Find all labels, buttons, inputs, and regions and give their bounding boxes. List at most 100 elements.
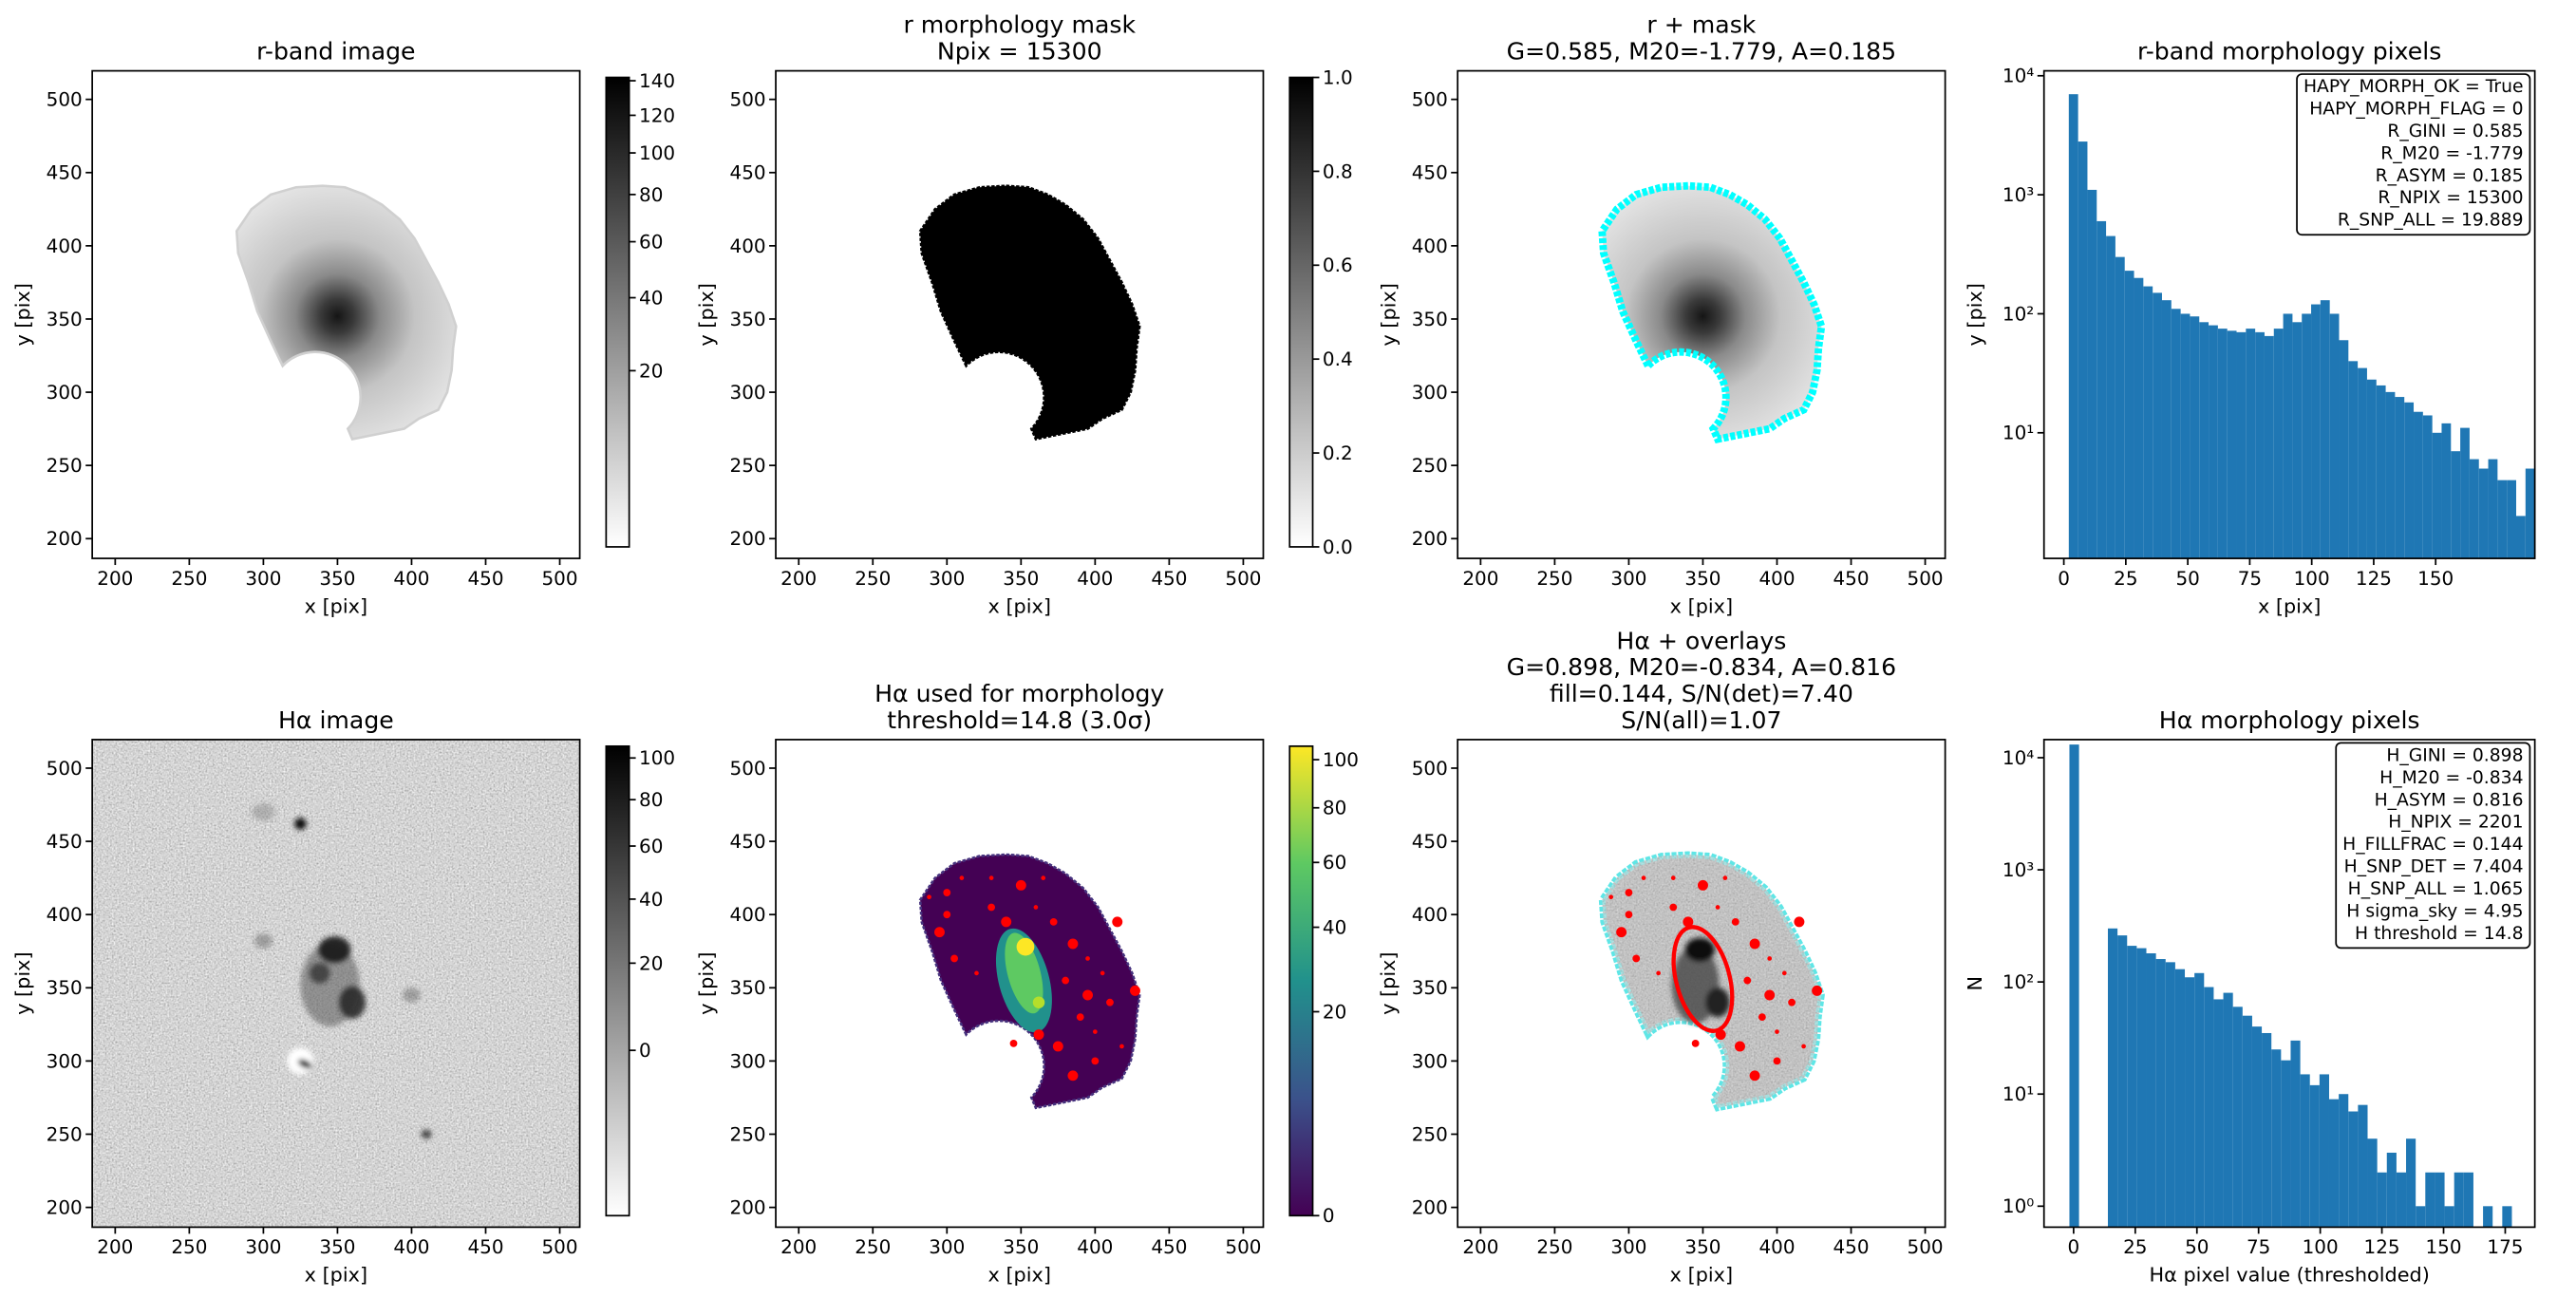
hist-bar <box>2190 316 2200 559</box>
detection-patch <box>1625 911 1633 919</box>
x-tick-label: 300 <box>929 1235 965 1258</box>
hist-bar <box>2463 1172 2473 1228</box>
y-tick-label: 450 <box>730 830 766 853</box>
hist-bar <box>2502 1206 2512 1228</box>
hist-bar <box>2386 1152 2397 1228</box>
hist-bar <box>2143 286 2153 559</box>
y-axis-label: y [pix] <box>1377 951 1400 1014</box>
hist-bar <box>2525 468 2535 559</box>
hist-bar <box>2146 952 2156 1228</box>
x-tick-label: 50 <box>2175 567 2199 590</box>
x-tick-label: 200 <box>1462 1235 1498 1258</box>
y-tick-label: 200 <box>47 1196 83 1219</box>
hist-bar <box>2469 459 2479 559</box>
y-tick-label: 500 <box>1412 88 1448 111</box>
panel-title: Npix = 15300 <box>937 37 1102 65</box>
hist-bar <box>2213 999 2224 1228</box>
x-tick-label: 400 <box>1758 1235 1795 1258</box>
hist-bar <box>2281 1060 2291 1228</box>
x-tick-label: 350 <box>319 567 355 590</box>
colorbar-tick-label: 0.2 <box>1323 442 1353 464</box>
hist-bar <box>2328 1099 2340 1228</box>
y-axis-label: y [pix] <box>1377 283 1400 346</box>
hist-bar <box>2078 141 2088 559</box>
colorbar-tick-label: 120 <box>639 103 675 126</box>
detection-patch <box>1130 985 1140 996</box>
hist-bar <box>2348 1111 2359 1228</box>
panel-title: r + mask <box>1646 11 1756 39</box>
y-tick-label: 300 <box>47 1049 83 1072</box>
x-tick-label: 350 <box>1684 1235 1720 1258</box>
panel-title: r-band morphology pixels <box>2137 37 2441 65</box>
core-blob <box>1684 937 1715 962</box>
hist-bar <box>2488 459 2498 559</box>
detection-patch <box>950 954 958 963</box>
hist-bar <box>2292 322 2303 559</box>
x-tick-label: 250 <box>855 567 891 590</box>
x-tick-label: 500 <box>541 567 577 590</box>
annotation-box <box>2335 742 2531 950</box>
y-tick-label: 300 <box>1412 1049 1448 1072</box>
x-tick-label: 400 <box>393 567 429 590</box>
axes-frame <box>775 739 1265 1229</box>
x-tick-label: 300 <box>929 567 965 590</box>
hist-bar <box>2185 977 2195 1228</box>
detection-patch <box>1773 1057 1781 1065</box>
detection-patch <box>1749 938 1760 950</box>
hist-bar <box>2422 415 2433 559</box>
x-tick-label: 100 <box>2303 1235 2339 1258</box>
y-tick-label: 200 <box>1412 527 1448 550</box>
y-tick-label: 500 <box>1412 757 1448 780</box>
detection-patch <box>1093 1029 1098 1034</box>
colorbar-tick-label: 40 <box>639 286 663 309</box>
y-tick-label: 450 <box>47 830 83 853</box>
hist-bar <box>2087 189 2097 559</box>
detection-patch <box>987 903 996 912</box>
y-tick-label: 10² <box>2003 302 2034 325</box>
y-tick-label: 250 <box>47 1122 83 1145</box>
detection-patch <box>1669 903 1678 912</box>
x-tick-label: 200 <box>97 1235 133 1258</box>
y-axis-label: N <box>1964 976 1986 991</box>
hist-bar <box>2290 1040 2301 1228</box>
annotation-line: H threshold = 14.8 <box>2355 924 2523 944</box>
hist-bar <box>2262 1032 2272 1228</box>
y-tick-label: 400 <box>730 235 766 257</box>
detection-patch <box>1788 998 1796 1006</box>
y-tick-label: 350 <box>1412 976 1448 999</box>
detection-patch <box>1076 1013 1084 1022</box>
colorbar-tick-label: 0.4 <box>1323 348 1353 370</box>
x-tick-label: 0 <box>2058 567 2070 590</box>
detection-patch <box>1764 989 1776 1001</box>
detection-patch <box>1781 970 1787 976</box>
hist-bar <box>2246 329 2256 559</box>
y-tick-label: 200 <box>1412 1196 1448 1219</box>
detection-patch <box>1009 1039 1018 1047</box>
x-tick-label: 500 <box>541 1235 577 1258</box>
emission-blob <box>421 1129 432 1139</box>
panel-title: Hα morphology pixels <box>2159 706 2420 734</box>
hist-bar <box>2395 397 2405 559</box>
annotation-line: HAPY_MORPH_OK = True <box>2303 77 2524 97</box>
detection-patch <box>974 970 979 976</box>
y-tick-label: 450 <box>1412 830 1448 853</box>
colorbar <box>1288 76 1314 548</box>
hist-bar <box>2366 379 2377 559</box>
panel-title: threshold=14.8 (3.0σ) <box>887 706 1152 734</box>
panel-title: fill=0.144, S/N(det)=7.40 <box>1550 680 1853 707</box>
colorbar-tick-label: 100 <box>639 141 675 164</box>
axes-frame <box>2042 69 2536 559</box>
colorbar-tick-label: 100 <box>1323 748 1359 771</box>
hist-bar <box>2300 1074 2310 1228</box>
x-tick-label: 150 <box>2425 1235 2461 1258</box>
hist-bar <box>2155 959 2166 1228</box>
hist-bar <box>2404 402 2415 559</box>
x-tick-label: 500 <box>1225 567 1261 590</box>
detection-patch <box>1015 879 1026 891</box>
annotation-line: H_ASYM = 0.816 <box>2375 790 2524 810</box>
hist-bar <box>2454 1172 2464 1228</box>
panel-title: Hα image <box>278 706 394 734</box>
colorbar-tick-label: 0.8 <box>1323 160 1353 182</box>
